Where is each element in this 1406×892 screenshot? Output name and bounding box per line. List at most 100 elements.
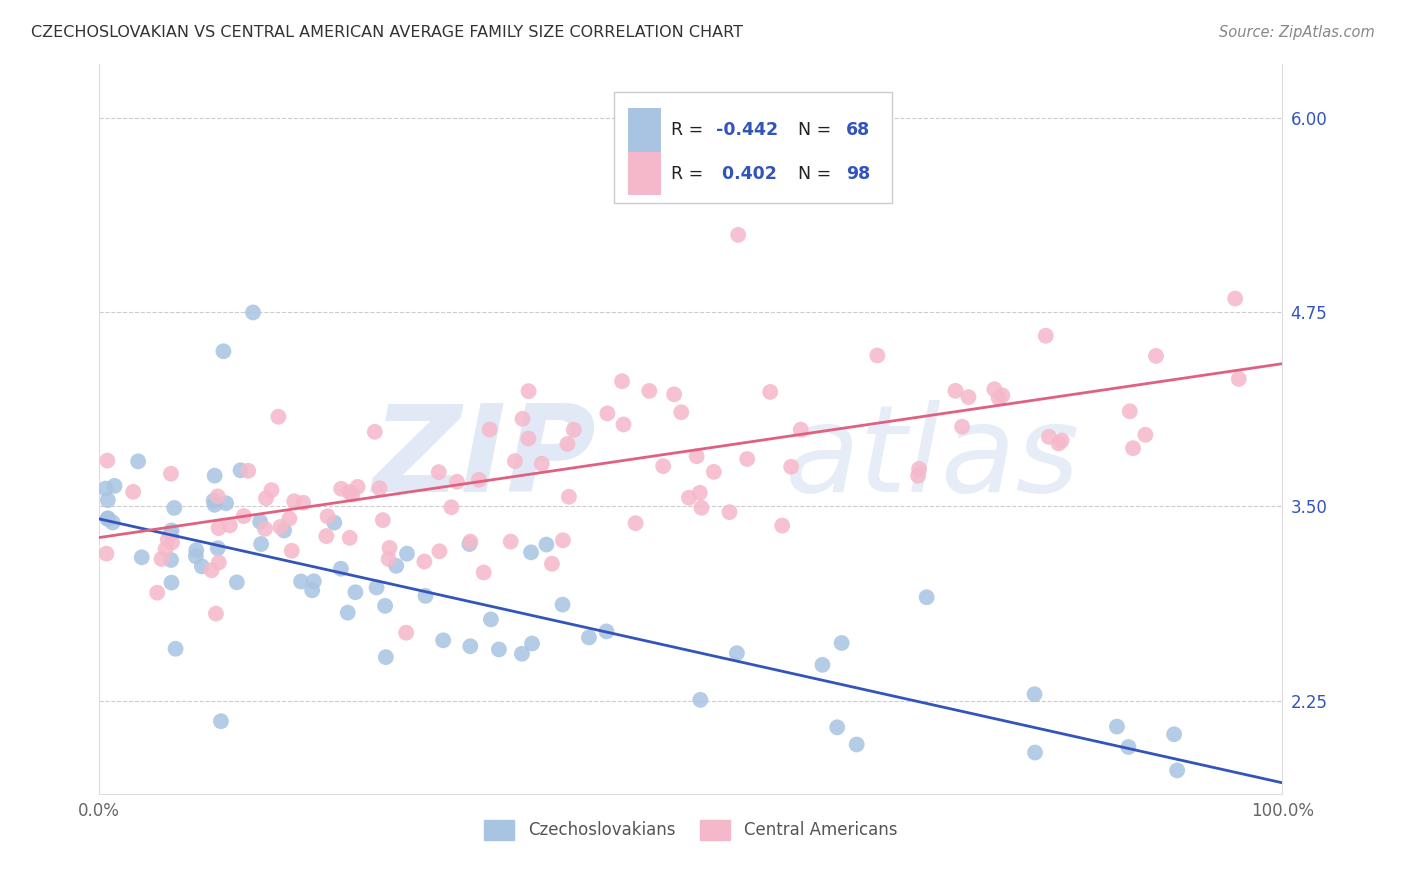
Point: [557, 437, 579, 451]
Point: [366, 581, 388, 595]
Point: [204, 468, 226, 483]
Point: [1024, 746, 1046, 760]
Point: [159, 527, 181, 541]
Point: [212, 344, 235, 359]
Point: [770, 518, 793, 533]
Point: [377, 552, 399, 566]
Point: [103, 479, 125, 493]
Point: [232, 509, 254, 524]
Point: [1035, 328, 1057, 343]
Point: [703, 465, 725, 479]
Point: [458, 537, 481, 551]
Point: [374, 650, 396, 665]
Point: [160, 535, 183, 549]
Point: [1119, 404, 1142, 418]
Point: [155, 542, 177, 557]
Point: [1144, 349, 1167, 363]
Point: [520, 545, 543, 559]
Point: [146, 585, 169, 599]
Point: [205, 607, 228, 621]
Text: 98: 98: [846, 164, 870, 183]
Point: [165, 641, 187, 656]
Point: [596, 406, 619, 420]
Point: [825, 720, 848, 734]
Point: [987, 391, 1010, 405]
Point: [915, 591, 938, 605]
Point: [671, 405, 693, 419]
Text: N =: N =: [786, 120, 837, 139]
Point: [551, 598, 574, 612]
Point: [725, 646, 748, 660]
Point: [517, 384, 540, 399]
Point: [283, 494, 305, 508]
Point: [242, 305, 264, 319]
Point: [1122, 441, 1144, 455]
Point: [96, 453, 118, 467]
Point: [908, 462, 931, 476]
Point: [344, 585, 367, 599]
Point: [301, 583, 323, 598]
Point: [204, 498, 226, 512]
Point: [97, 512, 120, 526]
Point: [845, 738, 868, 752]
Point: [238, 464, 260, 478]
Point: [1225, 292, 1247, 306]
Point: [323, 516, 346, 530]
Text: R =: R =: [671, 120, 709, 139]
Point: [280, 543, 302, 558]
Point: [191, 559, 214, 574]
Point: [685, 450, 707, 464]
Point: [1050, 434, 1073, 448]
Point: [866, 349, 889, 363]
Point: [184, 549, 207, 564]
Point: [229, 463, 252, 477]
Point: [330, 482, 353, 496]
Point: [337, 485, 360, 500]
Point: [638, 384, 661, 398]
Point: [150, 552, 173, 566]
Point: [541, 557, 564, 571]
Point: [207, 489, 229, 503]
Point: [610, 374, 633, 388]
Point: [1105, 720, 1128, 734]
Text: R =: R =: [671, 164, 709, 183]
Point: [512, 411, 534, 425]
Point: [1038, 430, 1060, 444]
Point: [499, 534, 522, 549]
Point: [460, 640, 482, 654]
Point: [329, 562, 352, 576]
Point: [983, 382, 1005, 396]
Point: [678, 491, 700, 505]
Point: [432, 633, 454, 648]
Point: [1047, 436, 1070, 450]
Point: [472, 566, 495, 580]
Point: [950, 419, 973, 434]
Point: [662, 387, 685, 401]
Point: [395, 625, 418, 640]
Point: [339, 531, 361, 545]
Point: [368, 481, 391, 495]
Text: ZIP: ZIP: [373, 400, 596, 516]
Point: [945, 384, 967, 398]
Point: [520, 636, 543, 650]
Point: [517, 432, 540, 446]
Point: [727, 227, 749, 242]
Point: [488, 642, 510, 657]
Point: [440, 500, 463, 515]
Point: [831, 636, 853, 650]
Point: [759, 384, 782, 399]
Point: [364, 425, 387, 439]
Point: [478, 422, 501, 436]
FancyBboxPatch shape: [628, 152, 661, 195]
Point: [202, 493, 225, 508]
Point: [250, 537, 273, 551]
Point: [215, 496, 238, 510]
Point: [689, 485, 711, 500]
Point: [346, 480, 368, 494]
Point: [446, 475, 468, 489]
Point: [378, 541, 401, 555]
Point: [342, 487, 364, 501]
Point: [1166, 764, 1188, 778]
Point: [735, 452, 758, 467]
Point: [208, 556, 231, 570]
